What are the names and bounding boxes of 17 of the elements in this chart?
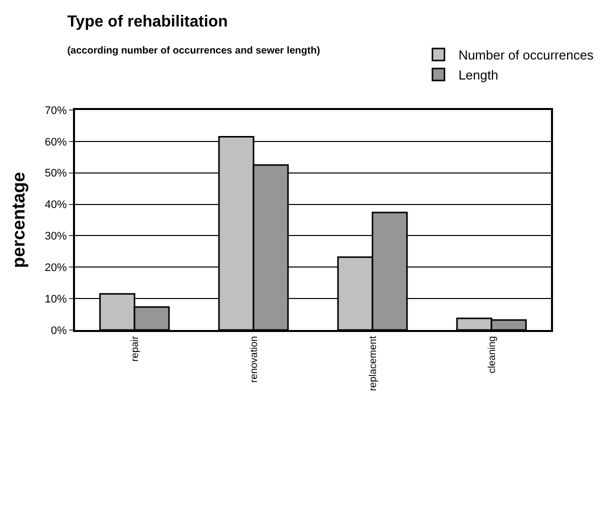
y-tick-label: 20%	[44, 262, 68, 274]
chart-title: Type of rehabilitation	[67, 14, 228, 31]
x-tick-label: repair	[130, 335, 141, 362]
x-tick-label: replacement	[368, 336, 379, 392]
legend-label: Number of occurrences	[458, 48, 594, 63]
y-tick-label: 30%	[44, 230, 68, 243]
chart-subtitle: (according number of occurrences and sewer length)	[67, 46, 320, 57]
y-tick-label: 50%	[44, 168, 68, 180]
y-tick-label: 70%	[44, 104, 68, 117]
y-axis-title: percentage	[8, 172, 28, 268]
y-tick-label: 10%	[44, 293, 68, 306]
y-tick-label: 40%	[44, 199, 68, 212]
x-tick-label: renovation	[248, 336, 260, 383]
y-tick-label: 60%	[44, 136, 68, 148]
legend-label: Length	[458, 68, 498, 83]
x-tick-label: cleaning	[486, 336, 498, 374]
y-tick-label: 0%	[50, 324, 68, 337]
